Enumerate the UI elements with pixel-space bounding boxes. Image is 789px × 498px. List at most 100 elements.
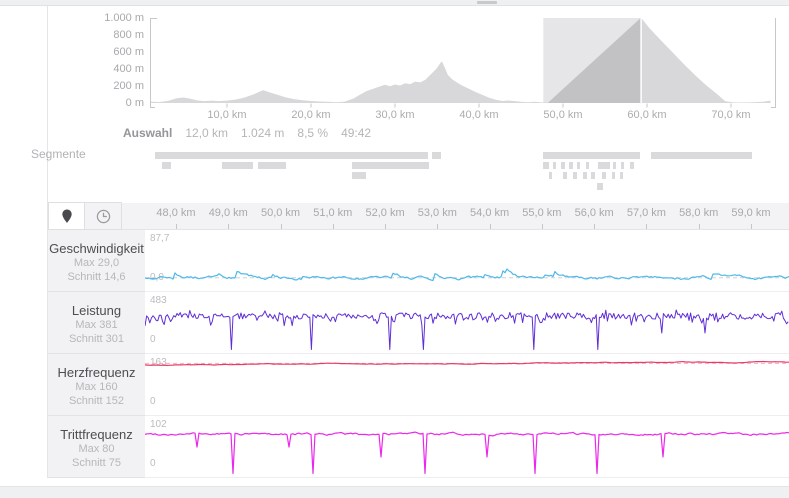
y-axis-min-label: 0 — [150, 396, 156, 407]
detail-x-tick — [385, 224, 387, 229]
y-axis-min-label: 0 — [150, 458, 156, 469]
detail-chart-toolbar: 48,0 km 49,0 km 50,0 km 51,0 km 52,0 km 53,0 … — [48, 202, 789, 230]
segment-bar[interactable] — [352, 162, 429, 169]
segment-bar[interactable] — [561, 162, 565, 169]
segment-bar[interactable] — [597, 183, 603, 190]
selection-distance: 12,0 km — [185, 126, 229, 140]
elevation-x-tick-label: 50,0 km — [543, 109, 583, 121]
page-footer-strip — [0, 486, 789, 498]
metric-title: Trittfrequenz — [60, 427, 133, 442]
metric-waveform — [145, 360, 789, 366]
selection-summary: Auswahl 12,0 km 1.024 m 8,5 % 49:42 — [123, 126, 371, 140]
elevation-y-tick-label: 1.000 m — [104, 12, 144, 24]
detail-x-tick — [437, 224, 439, 229]
segment-bar[interactable] — [591, 172, 595, 179]
detail-x-tick-label: 53,0 km — [417, 207, 457, 219]
segment-bar[interactable] — [549, 172, 552, 179]
segment-bar[interactable] — [222, 162, 253, 169]
detail-x-tick — [541, 224, 543, 229]
metric-label-block: Herzfrequenz Max 160 Schnitt 152 — [48, 354, 145, 416]
elevation-area — [150, 17, 771, 104]
metric-chart[interactable]: 102 0 — [145, 416, 789, 478]
panel-left-border — [47, 6, 48, 478]
elevation-y-tick-label: 600 m — [113, 46, 144, 58]
detail-x-tick — [750, 224, 752, 229]
metric-avg: Schnitt 75 — [72, 457, 121, 469]
clock-icon — [96, 209, 110, 223]
metric-label-block: Leistung Max 381 Schnitt 301 — [48, 292, 145, 354]
metric-waveform — [145, 309, 789, 350]
segment-bar[interactable] — [598, 162, 610, 169]
segment-bar[interactable] — [620, 172, 623, 179]
segment-bar[interactable] — [586, 162, 589, 169]
segment-bar[interactable] — [563, 172, 567, 179]
detail-x-tick-label: 51,0 km — [313, 207, 353, 219]
segment-bar[interactable] — [613, 162, 616, 169]
elevation-y-tick-label: 0 m — [125, 97, 144, 109]
metric-avg: Schnitt 152 — [68, 395, 125, 407]
drag-handle[interactable] — [477, 1, 497, 4]
segment-bar[interactable] — [543, 162, 549, 169]
elevation-x-tick-label: 20,0 km — [291, 109, 331, 121]
elevation-x-tick-label: 70,0 km — [711, 109, 751, 121]
elevation-y-tick-label: 800 m — [113, 29, 144, 41]
selection-elevation-gain: 1.024 m — [241, 126, 285, 140]
elevation-x-tick-label: 30,0 km — [375, 109, 415, 121]
detail-x-tick — [280, 224, 282, 229]
elevation-left-axis — [150, 18, 157, 108]
detail-x-tick-label: 57,0 km — [626, 207, 666, 219]
segment-bar[interactable] — [258, 162, 286, 169]
detail-x-tick — [594, 224, 596, 229]
metric-label-block: Geschwindigkeit Max 29,0 Schnitt 14,6 — [48, 230, 145, 292]
segment-bar[interactable] — [162, 162, 171, 169]
elevation-x-tick-label: 40,0 km — [459, 109, 499, 121]
y-axis-max-label: 163 — [150, 357, 167, 368]
metric-chart[interactable]: 163 0 — [145, 354, 789, 416]
tab-time-view[interactable] — [84, 202, 122, 230]
segment-bar[interactable] — [602, 172, 606, 179]
metric-title: Geschwindigkeit — [49, 241, 144, 256]
elevation-x-tick-label: 60,0 km — [627, 109, 667, 121]
segment-bar[interactable] — [569, 162, 573, 169]
detail-x-tick-label: 56,0 km — [574, 207, 614, 219]
selection-grade: 8,5 % — [297, 126, 329, 140]
elevation-profile-chart[interactable] — [150, 14, 776, 110]
segment-bar[interactable] — [651, 152, 752, 159]
segment-bar[interactable] — [583, 172, 587, 179]
metric-max: Max 160 — [75, 381, 118, 393]
map-pin-icon — [62, 209, 72, 223]
detail-x-tick — [698, 224, 700, 229]
segments-label: Segmente — [31, 147, 86, 161]
segment-bar[interactable] — [612, 172, 615, 179]
metric-max: Max 29,0 — [73, 257, 120, 269]
segment-bar[interactable] — [432, 152, 441, 159]
metric-chart[interactable]: 87,7 0,0 — [145, 230, 789, 292]
detail-x-tick — [489, 224, 491, 229]
metric-chart[interactable]: 483 0 — [145, 292, 789, 354]
detail-x-tick-label: 50,0 km — [260, 207, 301, 219]
detail-x-tick-label: 54,0 km — [470, 207, 510, 219]
segment-bar[interactable] — [573, 172, 577, 179]
metric-charts: Geschwindigkeit Max 29,0 Schnitt 14,6 87,7 0… — [48, 230, 789, 478]
metric-title: Leistung — [71, 303, 122, 318]
segment-bar[interactable] — [577, 162, 580, 169]
tab-map-view[interactable] — [48, 202, 86, 230]
detail-x-tick-label: 55,0 km — [522, 207, 562, 219]
segment-bar[interactable] — [543, 152, 640, 159]
detail-x-tick-label: 58,0 km — [679, 207, 719, 219]
y-axis-min-label: 0 — [150, 334, 156, 345]
segment-bar[interactable] — [630, 162, 634, 169]
y-axis-min-label: 0,0 — [150, 272, 164, 283]
y-axis-max-label: 102 — [150, 419, 167, 430]
elevation-y-tick-label: 400 m — [113, 63, 144, 75]
metric-waveform — [145, 431, 789, 475]
segment-bar[interactable] — [553, 162, 556, 169]
elevation-right-axis — [771, 18, 776, 108]
metric-row: Leistung Max 381 Schnitt 301 483 0 — [48, 292, 789, 354]
segment-bar[interactable] — [621, 162, 624, 169]
segment-bar[interactable] — [352, 172, 366, 179]
segment-bar[interactable] — [155, 152, 428, 159]
metric-row: Trittfrequenz Max 80 Schnitt 75 102 0 — [48, 416, 789, 478]
metric-waveform — [145, 268, 789, 282]
